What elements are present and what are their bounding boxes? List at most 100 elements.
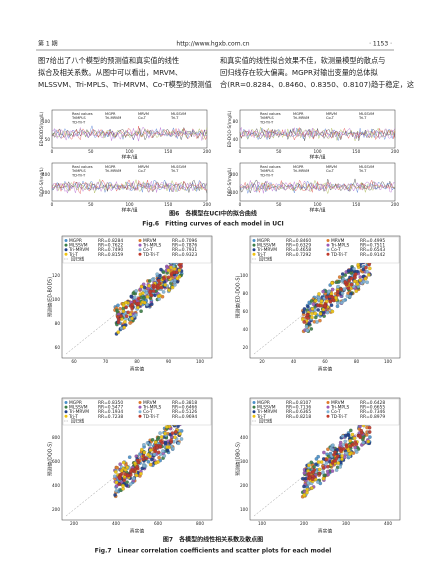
x-tick-label: 150 [164,202,172,207]
scatter-dot [334,295,338,300]
plot-frame [51,109,208,149]
scatter-dot [358,275,363,279]
scatter-dot [142,296,146,300]
legend-entry: MRVM [138,112,149,116]
scatter-dot [142,300,147,305]
legend-marker [326,248,330,252]
scatter-dot [121,487,125,491]
scatter-dot [157,278,161,283]
x-tick-label: 200 [203,149,211,154]
scatter-dot [139,285,144,289]
scatter-dot [130,316,134,321]
y-tick-label: 40 [233,137,239,142]
scatter-dot [337,279,341,284]
scatter-dot [146,460,151,464]
scatter-dot [141,457,146,462]
y-tick-label: 100 [52,297,60,302]
x-tick-label: 90 [166,359,172,364]
scatter-dot [116,303,120,308]
fitting-curve [239,179,396,195]
legend-rr: RR=0.6543 [360,247,385,253]
legend-model: MLSSVM [69,243,88,249]
scatter-dot [123,468,128,472]
legend-regression: 回归线 [259,256,273,263]
scatter-dot [345,294,350,298]
y-tick-label: 200 [240,483,248,488]
legend-model: Tri-T [256,414,266,420]
scatter-dot [148,290,152,294]
legend-marker [64,414,68,418]
scatter-dot [340,291,345,296]
scatter-dot [354,450,359,454]
legend-entry: TD-Tri-T [71,120,86,124]
legend-entry: Tri-T [170,169,179,173]
scatter-dot [302,320,306,324]
scatter-dot [153,284,157,289]
legend-model: Tri-MRVM [256,247,277,253]
x-tick-label: 400 [112,521,120,526]
scatter-dot [119,314,123,318]
scatter-dot [120,468,124,473]
legend-model: MLSSVM [257,405,276,411]
x-tick-label: 100 [126,149,134,154]
fitting-curve [51,180,208,194]
x-tick-label: 600 [154,521,162,526]
legend-model: TD-Tri-T [142,252,159,258]
scatter-dot [146,452,150,457]
scatter-dot [363,276,368,281]
scatter-dot [317,292,321,296]
legend-marker [252,252,256,256]
x-tick-label: 300 [342,521,350,526]
scatter-dot [304,324,309,329]
scatter-dot [172,267,177,271]
scatter-dot [147,283,151,288]
legend-model: MLSSVM [69,405,88,411]
scatter-dot [309,460,314,465]
legend-regression: 回归线 [71,256,85,263]
scatter-dot [114,489,119,493]
scatter-dot [348,439,352,443]
scatter-dot [170,431,175,435]
scatter-dot [301,476,305,481]
y-tick-label: 80 [55,321,61,326]
scatter-dot [352,436,357,440]
scatter-dot [321,307,326,312]
legend-entry: Real values [260,165,281,169]
y-tick-label: 100 [240,507,248,512]
scatter-dot [324,295,329,299]
y-axis-label: DBO-S/(mg/L) [227,167,232,196]
scatter-dot [145,295,150,299]
scatter-dot [366,439,371,444]
legend-model: Co-T [331,409,341,415]
scatter-dot [346,269,351,273]
scatter-dot [153,440,158,444]
y-tick-label: 60 [55,345,61,350]
legend-entry: Tri-MRVM [104,116,121,120]
x-tick-label: 100 [314,202,322,207]
body-line: 回归线存在较大偏离。MGPR对输出变量的总体拟 [220,68,378,77]
scatter-dot [353,279,357,283]
fitting-curve [239,178,396,194]
scatter-dot [166,275,171,280]
y-tick-label: 100 [230,190,238,195]
scatter-dot [153,449,158,453]
scatter-dot [142,464,146,468]
legend-rr: RR=0.7511 [360,243,385,249]
scatter-dot [123,320,127,324]
scatter-dot [336,289,340,294]
legend-rr: RR=0.9142 [360,252,385,258]
legend-marker [326,410,330,414]
legend-marker [326,243,330,247]
scatter-dot [165,448,170,453]
legend-rr: RR=0.6365 [286,409,311,415]
scatter-dot [122,325,126,330]
legend-rr: RR=0.8284 [98,238,123,244]
scatter-dot [134,473,139,478]
plot-frame [239,162,396,202]
y-tick-label: 600 [52,459,60,464]
scatter-dot [118,306,122,311]
scatter-dot [129,473,133,477]
legend-entry: TriMPLS [259,169,274,173]
scatter-dot [323,304,327,308]
scatter-dot [178,432,182,436]
